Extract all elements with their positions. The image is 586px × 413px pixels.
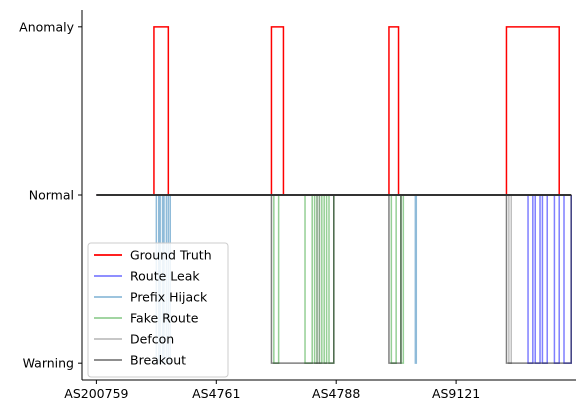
legend-label-route-leak: Route Leak: [130, 269, 200, 284]
y-tick-label: Warning: [23, 356, 74, 371]
legend: Ground Truth Route Leak Prefix Hijack Fake …: [87, 242, 229, 378]
legend-label-fake-route: Fake Route: [130, 311, 199, 326]
x-tick-label: AS200759: [64, 386, 128, 401]
legend-label-prefix-hijack: Prefix Hijack: [130, 290, 208, 305]
legend-box: [87, 242, 229, 378]
x-tick-label: AS4788: [312, 386, 360, 401]
legend-label-breakout: Breakout: [130, 353, 186, 368]
y-tick-label: Normal: [29, 188, 74, 203]
legend-label-ground-truth: Ground Truth: [130, 248, 212, 263]
y-ticks: Anomaly Normal Warning: [19, 19, 82, 371]
series-ground-truth-line: [96, 26, 572, 196]
x-ticks: AS200759 AS4761 AS4788 AS9121: [64, 380, 480, 401]
x-tick-label: AS9121: [432, 386, 480, 401]
legend-label-defcon: Defcon: [130, 332, 174, 347]
series-breakout-line: [96, 194, 572, 364]
y-tick-label: Anomaly: [19, 19, 74, 34]
x-tick-label: AS4761: [192, 386, 240, 401]
